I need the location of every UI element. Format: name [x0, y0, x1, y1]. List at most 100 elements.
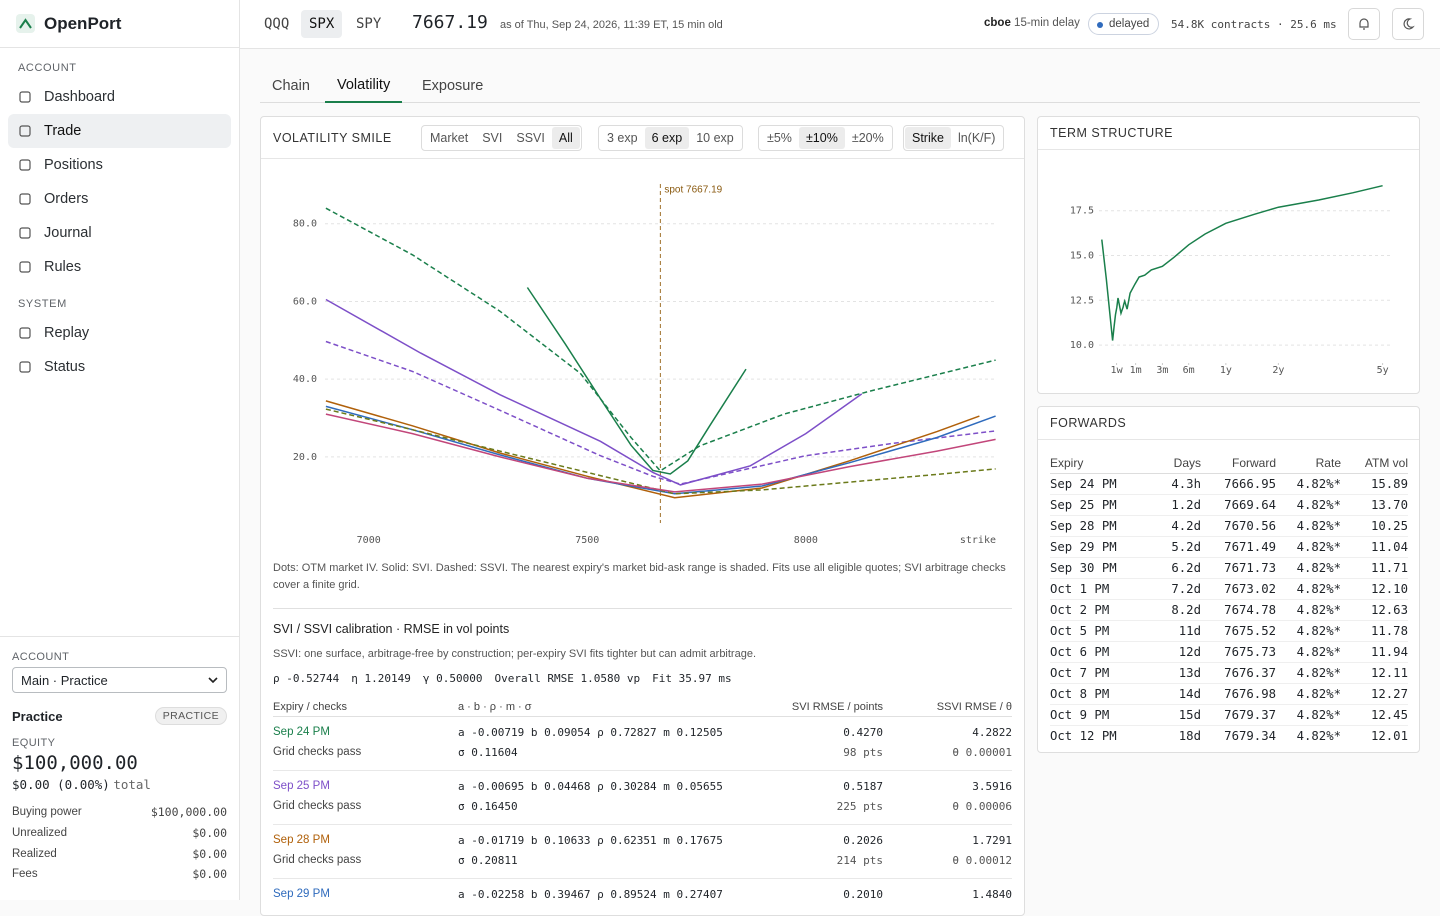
grid-check: Grid checks pass [273, 800, 362, 812]
forwards-cell: 12.45 [1370, 708, 1408, 722]
delay: 15-min delay [1014, 17, 1080, 29]
forwards-row: Sep 25 PM 1.2d 7669.64 4.82%* 13.70 [1050, 495, 1408, 516]
account-label: ACCOUNT [12, 651, 70, 663]
svi-points: 98 pts [843, 746, 883, 759]
smile-curve [325, 340, 996, 485]
nav-item[interactable]: Replay [8, 316, 231, 350]
toggle-button[interactable]: Market [430, 131, 469, 145]
toggle-button[interactable]: ln(K/F) [957, 131, 996, 145]
toggle-button[interactable]: 3 exp [607, 131, 638, 145]
svi-rmse: 0.2010 [843, 888, 883, 901]
y-tick-label: 40.0 [293, 374, 317, 385]
forwards-cell: 4.82%* [1296, 540, 1341, 554]
ssvi-theta: θ 0.00012 [952, 854, 1012, 867]
x-tick-label: 7000 [357, 535, 381, 546]
topbar: QQQ SPX SPY 7667.19 as of Thu, Sep 24, 202… [240, 0, 1440, 49]
toggle-button[interactable]: Strike [905, 127, 951, 149]
nav-label: Status [44, 359, 86, 375]
nav-item[interactable]: Status [8, 350, 231, 384]
nav-item[interactable]: Orders [8, 182, 231, 216]
forwards-header: FORWARDS [1038, 407, 1419, 440]
toggle-button[interactable]: 6 exp [644, 127, 690, 149]
forwards-cell: Oct 1 PM [1050, 582, 1110, 596]
spot-label: spot 7667.19 [664, 185, 722, 196]
ticker[interactable]: SPX [301, 10, 343, 38]
forwards-cell: 4.82%* [1296, 498, 1341, 512]
tab[interactable]: Volatility [325, 68, 403, 103]
nav-item[interactable]: Trade [8, 114, 231, 148]
forwards-cell: 7675.52 [1224, 624, 1276, 638]
smile-curve [325, 408, 996, 495]
svi-points: 214 pts [836, 854, 883, 867]
forwards-cell: 4.82%* [1296, 582, 1341, 596]
column-header: SSVI RMSE / θ [936, 701, 1012, 713]
ticker[interactable]: QQQ [264, 16, 290, 32]
calibration-header: Expiry / checks a · b · ρ · m · σ SVI RMSE… [273, 697, 1012, 717]
calibration-param: Fit 35.97 ms [652, 672, 732, 685]
theme-button[interactable] [1392, 8, 1424, 40]
forwards-cell: 8.2d [1171, 603, 1201, 617]
column-header: SVI RMSE / points [791, 701, 883, 713]
smile-title: VOLATILITY SMILE [273, 130, 392, 145]
toggle-button[interactable]: 10 exp [696, 131, 734, 145]
brand: OpenPort [0, 0, 239, 48]
forwards-cell: 7675.73 [1224, 645, 1276, 659]
nav-item[interactable]: Rules [8, 250, 231, 284]
equity-label: EQUITY [12, 737, 56, 749]
nav-label: Replay [44, 325, 90, 341]
forwards-cell: 11.04 [1370, 540, 1408, 554]
smile-header: VOLATILITY SMILE [261, 117, 1024, 159]
ssvi-theta: θ 0.00006 [952, 800, 1012, 813]
x-axis-label: strike [960, 535, 996, 546]
forwards-cell: 7673.02 [1224, 582, 1276, 596]
svi-params: a -0.00719 b 0.09054 ρ 0.72827 m 0.12505 [458, 726, 723, 739]
equity-change-suffix: total [113, 777, 151, 792]
forwards-cell: 11.71 [1370, 561, 1408, 575]
account-select[interactable]: Main · Practice [12, 667, 227, 693]
forwards-cell: 1.2d [1171, 498, 1201, 512]
toggle-button[interactable]: SSVI [516, 131, 545, 145]
toggle-button[interactable]: ±5% [767, 131, 792, 145]
ssvi-rmse: 3.5916 [972, 780, 1012, 793]
x-tick-label: 8000 [794, 535, 818, 546]
forwards-cell: Sep 30 PM [1050, 561, 1117, 575]
forwards-cell: 4.2d [1171, 519, 1201, 533]
forwards-header-row: Expiry Days Forward Rate ATM vol [1050, 453, 1408, 474]
toggle-button[interactable]: ±10% [798, 127, 845, 149]
nav-item[interactable]: Dashboard [8, 80, 231, 114]
smile-curve [325, 298, 863, 486]
toggle-button[interactable]: ±20% [851, 131, 884, 145]
ticker[interactable]: SPY [356, 16, 382, 32]
forwards-cell: 15d [1178, 708, 1201, 722]
forwards-cell: 4.3h [1171, 477, 1201, 491]
nav-label: Journal [44, 225, 92, 241]
y-tick-label: 15.0 [1070, 251, 1094, 262]
notifications-button[interactable] [1348, 8, 1380, 40]
forwards-panel: FORWARDS Expiry Days Forward Rate ATM vol Sep… [1037, 406, 1420, 753]
toggle-button[interactable]: SVI [482, 131, 503, 145]
nav-label: Positions [44, 157, 103, 173]
nav-item[interactable]: Positions [8, 148, 231, 182]
column-header: Expiry [1050, 456, 1084, 470]
forwards-cell: 7671.49 [1224, 540, 1276, 554]
forwards-cell: 11.78 [1370, 624, 1408, 638]
tab[interactable]: Chain [272, 77, 310, 94]
x-tick-label: 3m [1156, 365, 1168, 376]
tab[interactable]: Exposure [422, 77, 484, 94]
forwards-cell: Oct 6 PM [1050, 645, 1110, 659]
x-tick-label: 5y [1377, 365, 1389, 376]
forwards-cell: 12.01 [1370, 729, 1408, 741]
ssvi-rmse: 1.4840 [972, 888, 1012, 901]
smile-panel: VOLATILITY SMILE Market SVI SSVI All 3 exp 6 … [260, 116, 1025, 916]
x-tick-label: 1y [1220, 365, 1232, 376]
forwards-cell: 11d [1178, 624, 1201, 638]
column-header: ATM vol [1364, 456, 1408, 470]
calibration-param: Overall RMSE 1.0580 vp [494, 672, 641, 685]
svi-params: a -0.01719 b 0.10633 ρ 0.62351 m 0.17675 [458, 834, 723, 847]
calibration-title: SVI / SSVI calibration · RMSE in vol poi… [273, 622, 510, 636]
forwards-cell: 14d [1178, 687, 1201, 701]
ssvi-rmse: 1.7291 [972, 834, 1012, 847]
toggle-button[interactable]: All [551, 127, 580, 149]
nav-item[interactable]: Journal [8, 216, 231, 250]
